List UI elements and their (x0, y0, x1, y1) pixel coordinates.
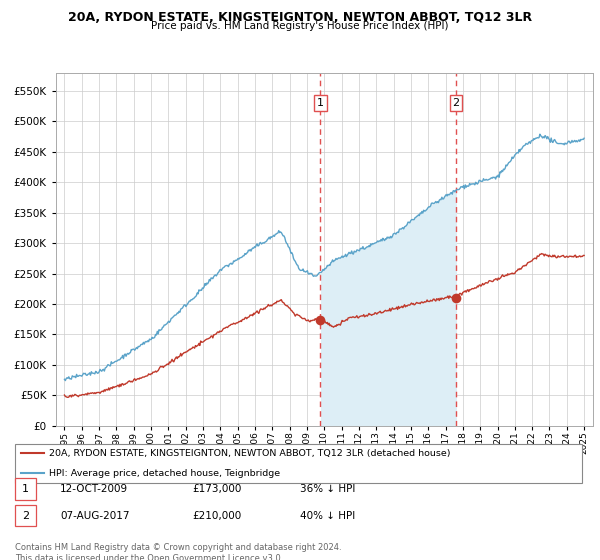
Text: HPI: Average price, detached house, Teignbridge: HPI: Average price, detached house, Teig… (49, 469, 281, 478)
Text: 2: 2 (452, 98, 460, 108)
Text: 36% ↓ HPI: 36% ↓ HPI (300, 484, 355, 494)
Text: £173,000: £173,000 (192, 484, 241, 494)
Text: 1: 1 (317, 98, 324, 108)
Text: 12-OCT-2009: 12-OCT-2009 (60, 484, 128, 494)
Text: 2: 2 (22, 511, 29, 521)
Text: £210,000: £210,000 (192, 511, 241, 521)
Text: 20A, RYDON ESTATE, KINGSTEIGNTON, NEWTON ABBOT, TQ12 3LR (detached house): 20A, RYDON ESTATE, KINGSTEIGNTON, NEWTON… (49, 449, 451, 458)
Text: Price paid vs. HM Land Registry's House Price Index (HPI): Price paid vs. HM Land Registry's House … (151, 21, 449, 31)
Text: 07-AUG-2017: 07-AUG-2017 (60, 511, 130, 521)
FancyBboxPatch shape (15, 444, 582, 483)
Text: 1: 1 (22, 484, 29, 494)
Text: 20A, RYDON ESTATE, KINGSTEIGNTON, NEWTON ABBOT, TQ12 3LR: 20A, RYDON ESTATE, KINGSTEIGNTON, NEWTON… (68, 11, 532, 24)
Text: 40% ↓ HPI: 40% ↓ HPI (300, 511, 355, 521)
Text: Contains HM Land Registry data © Crown copyright and database right 2024.
This d: Contains HM Land Registry data © Crown c… (15, 543, 341, 560)
